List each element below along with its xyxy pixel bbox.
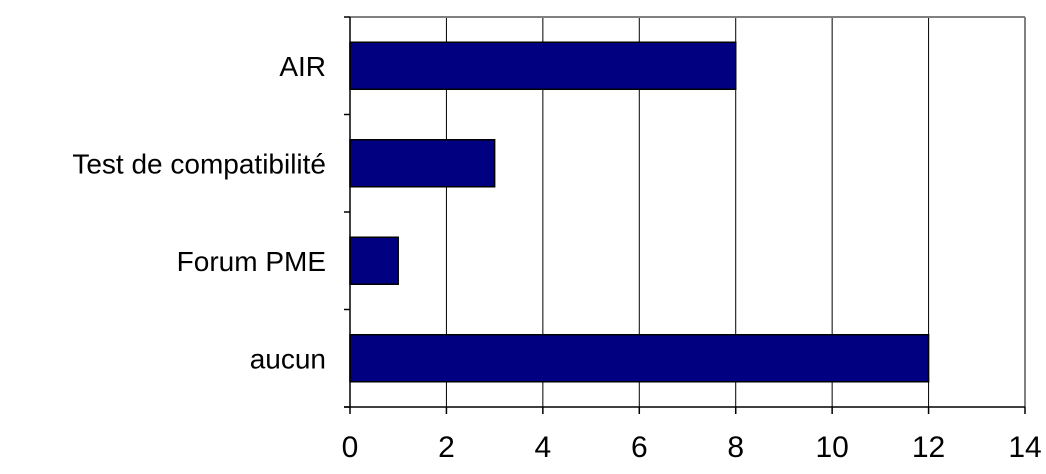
- category-label: Test de compatibilité: [72, 148, 326, 179]
- bar-forum-pme: [349, 236, 399, 285]
- y-axis-ticks: [344, 16, 350, 408]
- x-tick-label-0: 0: [342, 431, 359, 464]
- x-axis-tick-labels: 0 2 4 6 8 10 12 14: [342, 431, 1042, 464]
- x-tick-label-14: 14: [1008, 431, 1041, 464]
- bar-aucun: [349, 334, 930, 383]
- category-label: aucun: [250, 343, 326, 374]
- x-tick-label-8: 8: [727, 431, 744, 464]
- bar-air: [349, 41, 737, 90]
- axes: [344, 16, 1026, 408]
- category-label: Forum PME: [177, 246, 326, 277]
- category-label: AIR: [279, 51, 326, 82]
- x-axis-ticks: [349, 407, 1026, 414]
- x-tick-label-2: 2: [438, 431, 455, 464]
- x-tick-label-10: 10: [815, 431, 848, 464]
- x-tick-label-6: 6: [631, 431, 648, 464]
- bar-test-de-compatibilit-: [349, 139, 496, 188]
- y-axis-category-labels: AIR Test de compatibilité Forum PME aucun: [72, 51, 326, 375]
- x-tick-label-4: 4: [535, 431, 552, 464]
- bars: [349, 41, 930, 383]
- x-tick-label-12: 12: [912, 431, 945, 464]
